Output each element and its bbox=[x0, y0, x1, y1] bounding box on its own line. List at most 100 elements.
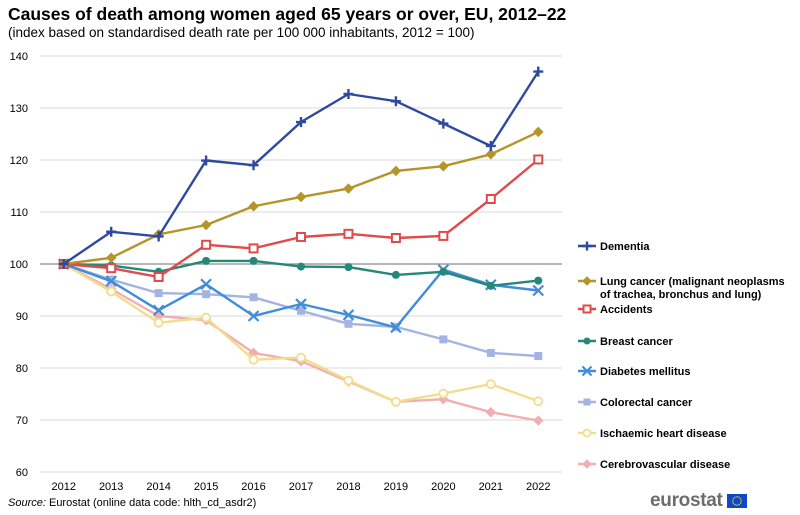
chart-subtitle: (index based on standardised death rate … bbox=[8, 25, 475, 40]
y-tick-label: 130 bbox=[10, 103, 28, 115]
data-point bbox=[344, 263, 353, 272]
data-point bbox=[390, 321, 402, 334]
legend-label: Ischaemic heart disease bbox=[600, 428, 727, 440]
data-point bbox=[249, 256, 258, 265]
grid-lines bbox=[40, 55, 562, 473]
legend-label: Dementia bbox=[600, 241, 650, 253]
x-tick-label: 2017 bbox=[289, 481, 313, 493]
legend-item: Dementia bbox=[578, 241, 650, 253]
x-tick-label: 2012 bbox=[51, 481, 75, 493]
data-point bbox=[152, 304, 165, 317]
data-point bbox=[532, 284, 545, 297]
legend-marker bbox=[583, 398, 591, 406]
data-point bbox=[438, 160, 449, 172]
data-point bbox=[105, 275, 117, 287]
legend-marker bbox=[583, 337, 591, 345]
legend-label: Colorectal cancer bbox=[600, 397, 693, 409]
data-point bbox=[485, 379, 496, 390]
series-line bbox=[63, 262, 539, 403]
legend-label: Diabetes mellitus bbox=[600, 366, 690, 378]
data-point bbox=[391, 270, 400, 279]
data-point bbox=[248, 200, 259, 212]
data-point bbox=[391, 396, 401, 407]
series-ischaemic-heart-disease bbox=[58, 259, 544, 407]
legend-label: Lung cancer (malignant neoplasms bbox=[600, 276, 785, 288]
series-lung-cancer-malignant-ne bbox=[58, 126, 544, 270]
data-point bbox=[439, 267, 448, 276]
data-point bbox=[533, 396, 544, 407]
y-tick-label: 100 bbox=[10, 259, 28, 271]
data-point bbox=[485, 140, 496, 151]
y-tick-label: 140 bbox=[10, 51, 28, 63]
source-note: Source: Eurostat (online data code: hlth… bbox=[8, 497, 256, 509]
series-accidents bbox=[58, 154, 544, 282]
data-point bbox=[485, 194, 496, 204]
source-text: Eurostat (online data code: hlth_cd_asdr… bbox=[45, 497, 257, 509]
data-point bbox=[485, 406, 497, 418]
data-point bbox=[532, 415, 544, 426]
legend-item: Accidents bbox=[578, 304, 653, 316]
eurostat-logo: eurostat bbox=[650, 490, 747, 512]
legend-marker bbox=[582, 241, 592, 251]
x-tick-label: 2018 bbox=[336, 481, 360, 493]
data-point bbox=[153, 231, 164, 242]
data-point bbox=[201, 155, 212, 166]
series-line bbox=[63, 158, 540, 279]
data-point bbox=[202, 256, 211, 265]
data-point bbox=[296, 352, 306, 363]
data-point bbox=[106, 263, 117, 274]
legend-marker bbox=[582, 459, 592, 469]
data-point bbox=[201, 239, 212, 250]
x-axis: 2012 2013 2014 2015 2016 2017 2018 2019 2020 2021… bbox=[51, 481, 550, 493]
data-point bbox=[106, 286, 117, 297]
source-label: Source: bbox=[8, 497, 46, 509]
data-point bbox=[533, 154, 544, 165]
data-point bbox=[343, 375, 354, 386]
legend: Dementia Lung cancer (malignant neoplasms… bbox=[578, 241, 785, 471]
data-point bbox=[200, 278, 212, 291]
data-point bbox=[390, 165, 402, 177]
data-point bbox=[533, 66, 544, 77]
x-tick-label: 2013 bbox=[99, 481, 123, 493]
y-tick-label: 110 bbox=[10, 207, 28, 219]
x-tick-label: 2015 bbox=[194, 481, 218, 493]
x-tick-label: 2014 bbox=[146, 481, 170, 493]
data-point bbox=[439, 335, 448, 344]
x-tick-label: 2022 bbox=[526, 481, 550, 493]
data-point bbox=[532, 126, 544, 138]
data-point bbox=[438, 388, 449, 399]
legend-item: Breast cancer bbox=[578, 336, 673, 348]
legend-item: Ischaemic heart disease bbox=[578, 428, 727, 440]
data-point bbox=[390, 233, 401, 243]
data-point bbox=[249, 293, 258, 302]
x-tick-label: 2020 bbox=[431, 481, 455, 493]
data-point bbox=[344, 319, 353, 328]
legend-item: Colorectal cancer bbox=[578, 397, 693, 409]
y-tick-label: 80 bbox=[16, 363, 28, 375]
legend-label: Cerebrovascular disease bbox=[600, 459, 730, 471]
y-tick-label: 120 bbox=[10, 155, 28, 167]
logo-text: eurostat bbox=[650, 490, 723, 511]
eu-flag-icon bbox=[726, 494, 747, 508]
legend-label: Breast cancer bbox=[600, 336, 673, 348]
data-point bbox=[248, 160, 259, 171]
data-point bbox=[342, 309, 355, 321]
y-tick-label: 90 bbox=[16, 311, 28, 323]
data-point bbox=[247, 310, 260, 322]
legend-marker bbox=[582, 428, 592, 438]
data-point bbox=[343, 183, 354, 194]
data-point bbox=[58, 259, 69, 269]
data-point bbox=[153, 317, 164, 328]
data-point bbox=[343, 88, 354, 99]
data-point bbox=[106, 226, 117, 237]
data-point bbox=[153, 272, 164, 282]
data-point bbox=[390, 96, 401, 107]
data-point bbox=[105, 252, 117, 264]
chart-title: Causes of death among women aged 65 year… bbox=[8, 4, 567, 24]
series-dementia bbox=[58, 66, 544, 269]
legend-marker bbox=[582, 304, 592, 314]
legend-label: Accidents bbox=[600, 304, 653, 316]
data-point bbox=[295, 298, 307, 310]
